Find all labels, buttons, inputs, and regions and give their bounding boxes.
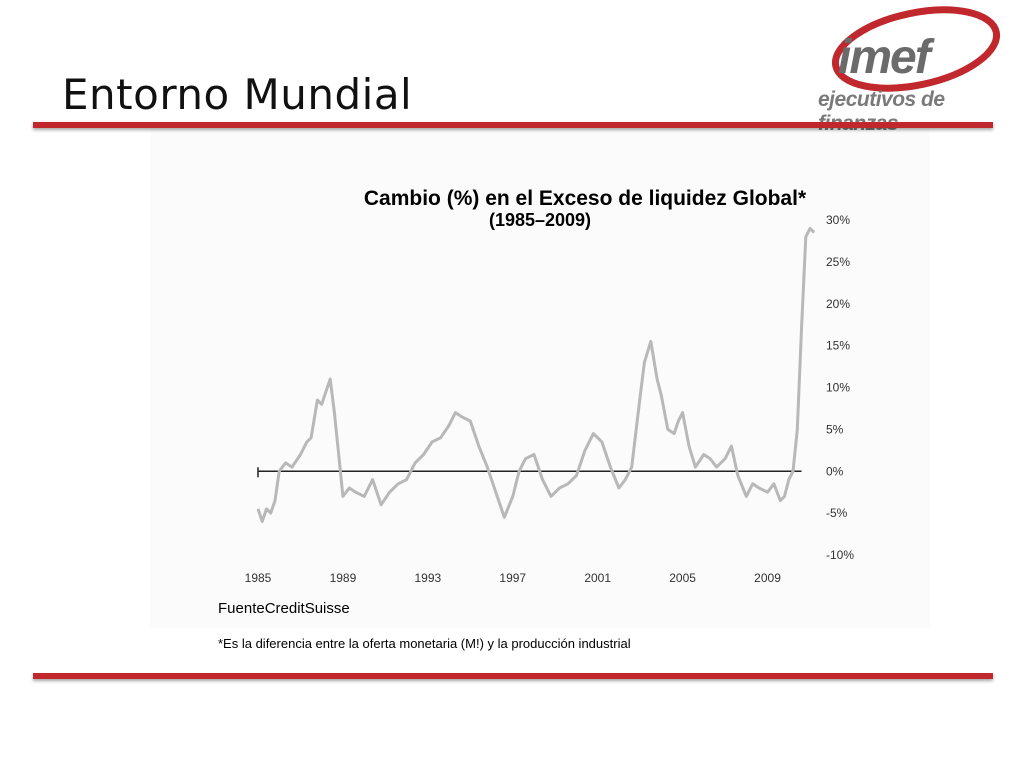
slide-title: Entorno Mundial [62,70,413,119]
y-tick-label: -10% [826,548,854,562]
x-tick-label: 1989 [330,571,357,585]
logo-swoosh-icon [831,6,1001,92]
y-tick-label: 25% [826,255,850,269]
x-tick-label: 1997 [499,571,526,585]
x-tick-label: 1985 [245,571,272,585]
y-tick-label: 5% [826,422,844,436]
top-divider [33,122,993,128]
logo-wordmark: imef [838,31,931,84]
footnote: *Es la diferencia entre la oferta moneta… [218,636,631,651]
y-tick-label: 30% [826,213,850,227]
y-tick-label: -5% [826,506,848,520]
x-tick-label: 2001 [584,571,611,585]
bottom-divider [33,673,993,679]
x-tick-label: 2005 [669,571,696,585]
source-note: FuenteCreditSuisse [218,600,350,617]
y-axis-ticks: 30% 25% 20% 15% 10% 5% 0% -5% -10% [826,213,854,562]
y-tick-label: 10% [826,381,850,395]
x-tick-label: 2009 [754,571,781,585]
x-axis-ticks: 1985 1989 1993 1997 2001 2005 2009 [245,571,782,585]
y-tick-label: 15% [826,339,850,353]
chart-title: Cambio (%) en el Exceso de liquidez Glob… [363,187,807,210]
y-tick-label: 0% [826,464,844,478]
chart-subtitle: (1985–2009) [488,210,592,230]
imef-logo [816,5,1016,117]
y-tick-label: 20% [826,297,850,311]
series-line [256,226,816,523]
x-tick-label: 1993 [414,571,441,585]
